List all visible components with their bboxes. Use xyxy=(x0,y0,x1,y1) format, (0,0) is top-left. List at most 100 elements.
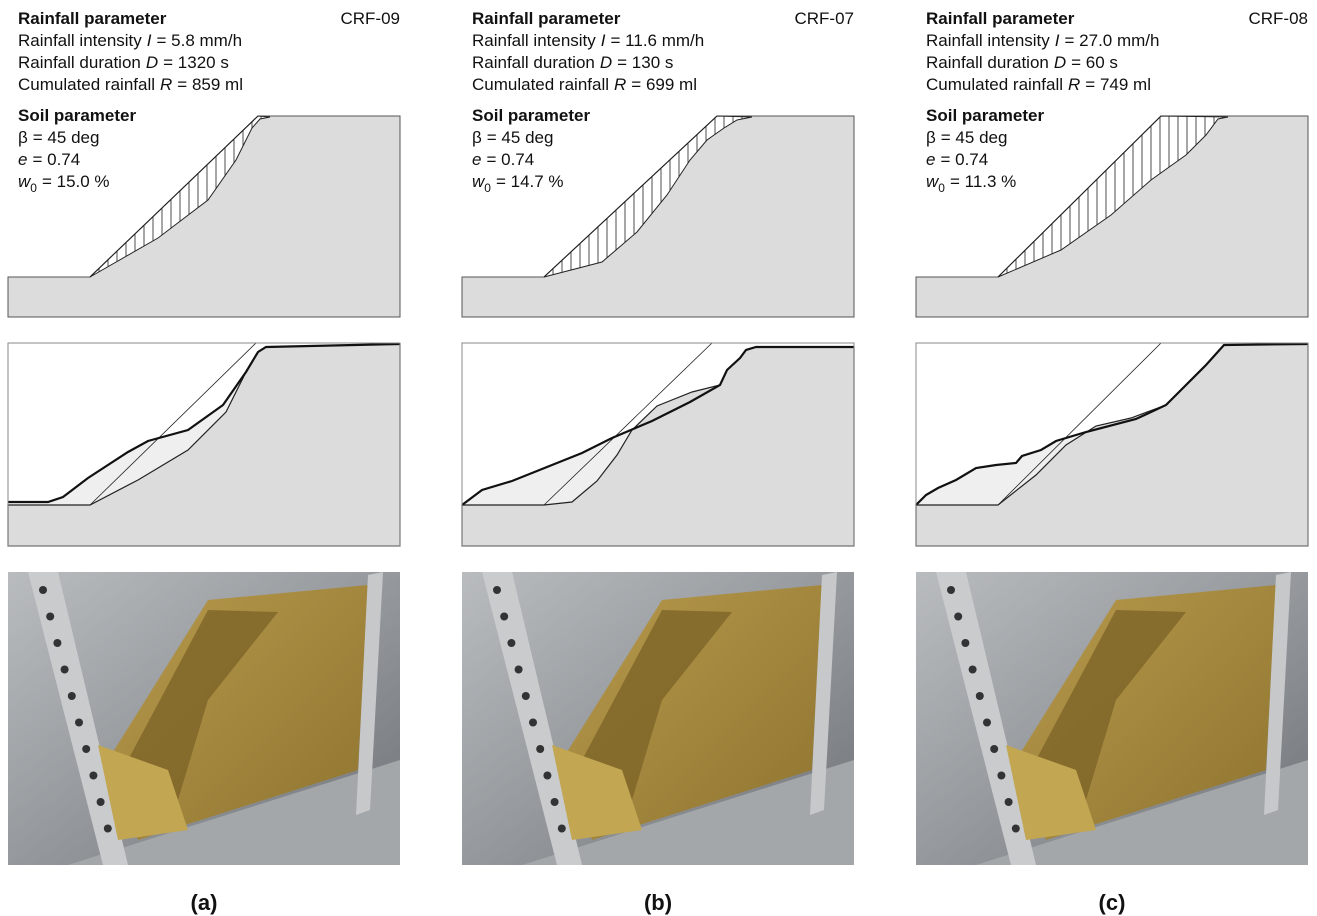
section-title: Soil parameter xyxy=(472,106,590,125)
parameter-line: β = 45 deg xyxy=(926,128,1007,147)
bar-hole xyxy=(97,798,105,806)
bar-hole xyxy=(493,586,501,594)
parameter-line: Cumulated rainfall R = 699 ml xyxy=(472,75,697,94)
parameter-value: = 15.0 % xyxy=(42,172,110,191)
parameter-symbol: D xyxy=(1054,53,1066,72)
parameter-subscript: 0 xyxy=(30,181,37,195)
parameter-line: w0= 15.0 % xyxy=(18,172,110,195)
parameter-value: = 14.7 % xyxy=(496,172,564,191)
parameter-value: = 60 s xyxy=(1071,53,1118,72)
parameter-line: w0= 14.7 % xyxy=(472,172,564,195)
parameter-symbol: R xyxy=(160,75,172,94)
bar-hole xyxy=(997,772,1005,780)
bar-hole xyxy=(558,825,566,833)
parameter-symbol: I xyxy=(601,31,606,50)
panel-label: (b) xyxy=(644,890,672,915)
parameter-name: Rainfall intensity xyxy=(18,31,142,50)
parameter-value: = 45 deg xyxy=(33,128,100,147)
parameter-name: Rainfall duration xyxy=(472,53,595,72)
parameter-value: = 699 ml xyxy=(631,75,697,94)
parameter-name: Cumulated rainfall xyxy=(472,75,609,94)
bar-hole xyxy=(1012,825,1020,833)
parameter-symbol: D xyxy=(146,53,158,72)
parameter-name: Cumulated rainfall xyxy=(926,75,1063,94)
parameter-name: β xyxy=(472,128,482,147)
test-code: CRF-09 xyxy=(340,9,400,28)
test-code: CRF-07 xyxy=(794,9,854,28)
section-title: Soil parameter xyxy=(926,106,1044,125)
bar-hole xyxy=(969,666,977,674)
panel: Rainfall parameterCRF-07Rainfall intensi… xyxy=(462,9,854,915)
parameter-symbol: e xyxy=(472,150,481,169)
parameter-symbol: I xyxy=(1055,31,1060,50)
parameter-value: = 749 ml xyxy=(1085,75,1151,94)
parameter-symbol: R xyxy=(1068,75,1080,94)
parameter-value: = 45 deg xyxy=(941,128,1008,147)
bar-hole xyxy=(543,772,551,780)
bar-hole xyxy=(68,692,76,700)
bar-hole xyxy=(990,745,998,753)
bar-hole xyxy=(961,639,969,647)
panel: Rainfall parameter CRF-08 Rainfall intensi… xyxy=(916,9,1308,915)
bar-hole xyxy=(82,745,90,753)
parameter-symbol: e xyxy=(926,150,935,169)
parameter-symbol: I xyxy=(147,31,152,50)
parameter-line: Cumulated rainfall R = 859 ml xyxy=(18,75,243,94)
bar-hole xyxy=(947,586,955,594)
bar-hole xyxy=(500,613,508,621)
parameter-symbol: D xyxy=(600,53,612,72)
section-title: Rainfall parameter xyxy=(926,9,1075,28)
photo xyxy=(916,572,1308,865)
panel: Rainfall parameter CRF-09 Rainfall intensi… xyxy=(8,9,400,915)
parameter-value: = 0.74 xyxy=(940,150,988,169)
parameter-line: β= 45 deg xyxy=(18,128,99,147)
bar-hole xyxy=(983,719,991,727)
parameter-value: = 859 ml xyxy=(177,75,243,94)
bar-hole xyxy=(104,825,112,833)
parameter-value: = 130 s xyxy=(617,53,673,72)
parameter-symbol: R xyxy=(614,75,626,94)
panel-label: (a) xyxy=(191,890,218,915)
parameter-symbol: e xyxy=(18,150,27,169)
bar-hole xyxy=(1005,798,1013,806)
parameter-line: Rainfall intensity I = 5.8 mm/h xyxy=(18,31,242,50)
bar-hole xyxy=(515,666,523,674)
bar-hole xyxy=(53,639,61,647)
bar-hole xyxy=(507,639,515,647)
test-code: CRF-08 xyxy=(1248,9,1308,28)
bar-hole xyxy=(61,666,69,674)
parameter-name: Cumulated rainfall xyxy=(18,75,155,94)
bar-hole xyxy=(522,692,530,700)
photo xyxy=(462,572,854,865)
section-title: Rainfall parameter xyxy=(18,9,167,28)
photo xyxy=(8,572,400,865)
bar-hole xyxy=(976,692,984,700)
parameter-name: β xyxy=(926,128,936,147)
parameter-line: e = 0.74 xyxy=(926,150,988,169)
parameter-line: w0= 11.3 % xyxy=(926,172,1016,195)
parameter-value: = 11.6 mm/h xyxy=(611,31,705,50)
bar-hole xyxy=(551,798,559,806)
bar-hole xyxy=(75,719,83,727)
bar-hole xyxy=(536,745,544,753)
figure: Rainfall parameter CRF-09 Rainfall intensi… xyxy=(0,0,1317,916)
section-title: Rainfall parameter xyxy=(472,9,621,28)
parameter-line: e= 0.74 xyxy=(18,150,80,169)
parameter-line: Rainfall intensityI= 27.0 mm/h xyxy=(926,31,1159,50)
parameter-name: Rainfall duration xyxy=(18,53,141,72)
parameter-value: = 45 deg xyxy=(487,128,554,147)
parameter-value: = 5.8 mm/h xyxy=(157,31,243,50)
parameter-line: e= 0.74 xyxy=(472,150,534,169)
section-title: Soil parameter xyxy=(18,106,136,125)
bar-hole xyxy=(529,719,537,727)
parameter-value: = 11.3 % xyxy=(950,172,1016,191)
parameter-line: Rainfall duration D = 1320 s xyxy=(18,53,229,72)
bar-hole xyxy=(89,772,97,780)
parameter-value: = 1320 s xyxy=(163,53,229,72)
bar-hole xyxy=(46,613,54,621)
parameter-line: β = 45 deg xyxy=(472,128,553,147)
bar-hole xyxy=(39,586,47,594)
parameter-subscript: 0 xyxy=(938,181,945,195)
